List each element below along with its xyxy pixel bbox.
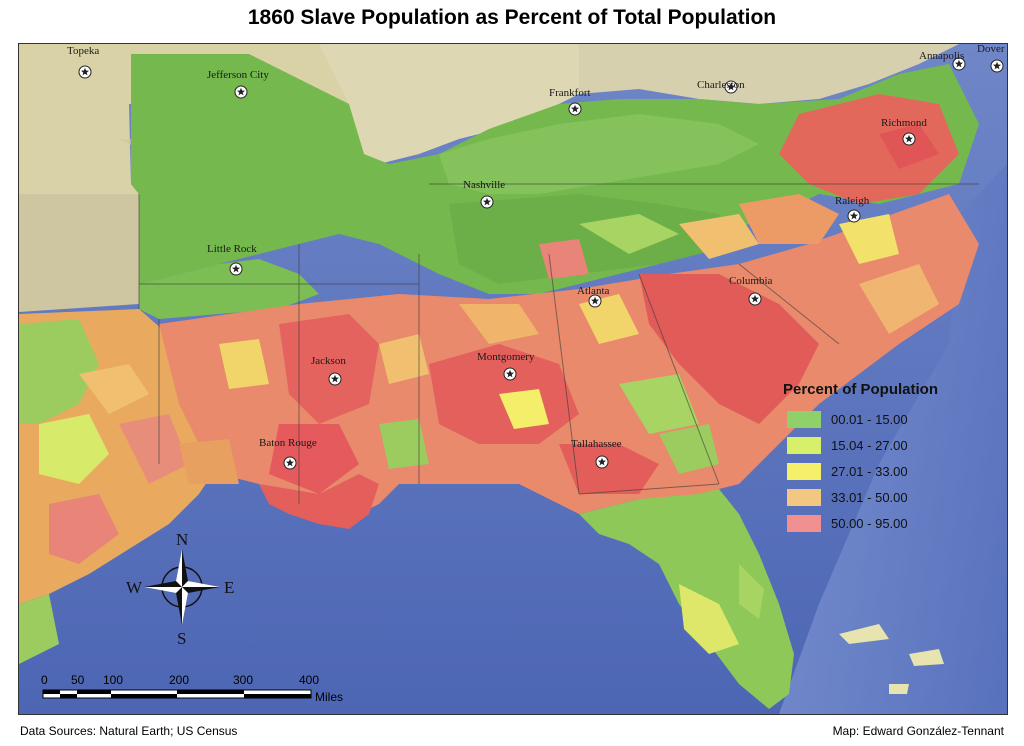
data-sources-credit: Data Sources: Natural Earth; US Census <box>20 724 238 738</box>
city-marker[interactable]: Baton Rouge <box>259 437 317 470</box>
city-label: Columbia <box>729 275 773 287</box>
star-icon <box>506 369 514 378</box>
pennsylvania-ohio <box>579 44 959 104</box>
city-label: Annapolis <box>919 50 964 62</box>
city-marker[interactable]: Jackson <box>311 355 346 386</box>
city-marker[interactable]: Jefferson City <box>207 69 269 99</box>
city-label: Raleigh <box>835 195 870 207</box>
atlantic-ocean <box>779 164 1007 714</box>
scale-tick-0: 0 <box>41 673 48 687</box>
scale-bar: 0 50 100 200 300 400 Miles <box>41 673 343 704</box>
map-canvas[interactable]: Topeka Jefferson City Frankfort Charleston A… <box>19 44 1007 714</box>
city-marker[interactable]: Montgomery <box>477 351 535 381</box>
city-label: Little Rock <box>207 243 257 255</box>
scale-tick-300: 300 <box>233 673 253 687</box>
map-frame[interactable]: Topeka Jefferson City Frankfort Charleston A… <box>18 43 1008 715</box>
star-icon <box>591 296 599 305</box>
city-marker[interactable]: Dover <box>977 44 1005 73</box>
city-label: Tallahassee <box>571 438 622 450</box>
star-icon <box>232 264 240 273</box>
legend-label: 15.04 - 27.00 <box>831 437 908 453</box>
legend-title: Percent of Population <box>783 381 939 398</box>
legend-item: 00.01 - 15.00 <box>783 406 988 432</box>
star-icon <box>850 211 858 220</box>
deep-south-region <box>159 194 979 524</box>
legend-item: 50.00 - 95.00 <box>783 510 988 536</box>
legend-item: 33.01 - 50.00 <box>783 484 988 510</box>
scale-unit: Miles <box>315 690 343 704</box>
city-label: Jackson <box>311 355 346 367</box>
star-icon <box>237 87 245 96</box>
compass-e: E <box>224 578 234 597</box>
scale-tick-400: 400 <box>299 673 319 687</box>
star-icon <box>571 104 579 113</box>
map-author-credit: Map: Edward González-Tennant <box>832 724 1004 738</box>
city-label: Topeka <box>67 45 99 57</box>
city-marker[interactable]: Tallahassee <box>571 438 622 469</box>
map-title: 1860 Slave Population as Percent of Tota… <box>247 6 777 29</box>
compass-w: W <box>126 578 143 597</box>
city-marker[interactable]: Topeka <box>67 45 99 79</box>
bahamas <box>839 624 889 644</box>
city-marker[interactable]: Richmond <box>881 117 927 146</box>
scale-tick-50: 50 <box>71 673 85 687</box>
city-label: Montgomery <box>477 351 535 363</box>
legend-item: 27.01 - 33.00 <box>783 458 988 484</box>
scale-tick-100: 100 <box>103 673 123 687</box>
city-label: Jefferson City <box>207 69 269 81</box>
city-marker[interactable]: Frankfort <box>549 87 591 116</box>
star-icon <box>286 458 294 467</box>
star-icon <box>331 374 339 383</box>
legend-item: 15.04 - 27.00 <box>783 432 988 458</box>
indian-territory <box>19 194 139 312</box>
legend-label: 50.00 - 95.00 <box>831 515 908 531</box>
city-marker[interactable]: Columbia <box>729 275 773 306</box>
star-icon <box>751 294 759 303</box>
star-icon <box>81 67 89 76</box>
city-marker[interactable]: Annapolis <box>919 50 966 71</box>
star-icon <box>483 197 491 206</box>
legend-label: 33.01 - 50.00 <box>831 489 908 505</box>
legend-swatch <box>787 514 821 532</box>
legend-swatch <box>787 462 821 480</box>
city-marker[interactable]: Raleigh <box>835 195 870 223</box>
city-label: Baton Rouge <box>259 437 317 449</box>
star-icon <box>727 82 735 91</box>
legend-label: 27.01 - 33.00 <box>831 463 908 479</box>
compass-n: N <box>176 530 188 549</box>
city-label: Atlanta <box>577 285 609 297</box>
state-borders <box>138 183 979 504</box>
scale-tick-200: 200 <box>169 673 189 687</box>
compass-rose: N S E W <box>126 530 234 648</box>
legend-swatch <box>787 410 821 428</box>
northern-states <box>319 44 579 164</box>
city-label: Richmond <box>881 117 927 129</box>
city-label: Nashville <box>463 179 505 191</box>
city-marker[interactable]: Charleston <box>697 79 745 94</box>
star-icon <box>905 134 913 143</box>
city-marker[interactable]: Nashville <box>463 179 505 209</box>
city-label: Dover <box>977 44 1005 55</box>
legend: Percent of Population 00.01 - 15.00 15.0… <box>783 381 988 536</box>
city-labels: Topeka Jefferson City Frankfort Charleston A… <box>67 44 1005 470</box>
city-marker[interactable]: Little Rock <box>207 243 257 276</box>
legend-swatch <box>787 488 821 506</box>
star-icon <box>993 61 1001 70</box>
compass-s: S <box>177 629 186 648</box>
legend-label: 00.01 - 15.00 <box>831 411 908 427</box>
star-icon <box>598 457 606 466</box>
star-icon <box>955 59 963 68</box>
legend-swatch <box>787 436 821 454</box>
louisiana-delta <box>259 474 379 529</box>
city-label: Frankfort <box>549 87 591 99</box>
city-marker[interactable]: Atlanta <box>577 285 609 308</box>
city-label: Charleston <box>697 79 745 91</box>
